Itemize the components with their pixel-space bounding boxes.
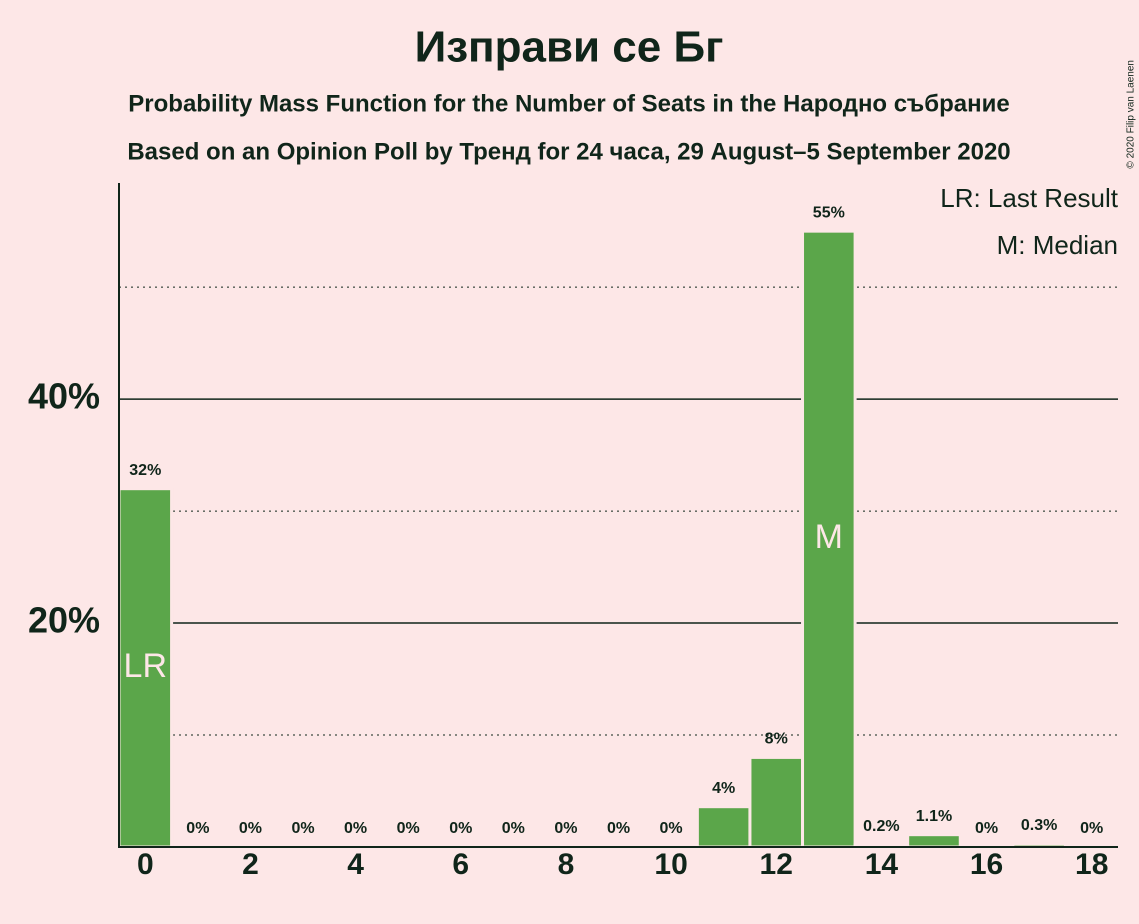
value-label: 0%: [397, 820, 420, 837]
value-label: 8%: [765, 731, 788, 748]
bar: [695, 805, 752, 849]
value-label: 0%: [449, 820, 472, 837]
bar: [906, 833, 962, 849]
value-label: 0%: [607, 820, 630, 837]
bar-annotation: M: [815, 518, 843, 556]
legend-entry: LR: Last Result: [940, 183, 1119, 213]
bars: [117, 229, 1067, 849]
value-label: 4%: [712, 780, 735, 797]
legend-entry: M: Median: [997, 230, 1118, 260]
chart-subtitle: Probability Mass Function for the Number…: [128, 90, 1009, 117]
x-tick-label: 12: [760, 848, 793, 881]
value-label: 0%: [502, 820, 525, 837]
x-tick-label: 14: [865, 848, 899, 881]
chart-title: Изправи се Бг: [415, 23, 724, 72]
value-label: 0%: [186, 820, 209, 837]
bar: [748, 755, 805, 849]
x-tick-label: 10: [654, 848, 687, 881]
value-label: 0.2%: [863, 818, 899, 835]
value-label: 0%: [344, 820, 367, 837]
value-label: 0%: [239, 820, 262, 837]
chart-subtitle: Based on an Opinion Poll by Тренд for 24…: [127, 138, 1010, 165]
labels: 20% 40% 0 2 4 6 8 10 12 14 16 18 32% 0% 0% 0% 0% 0% 0% 0% 0%…: [28, 204, 1108, 881]
y-tick-label: 20%: [28, 600, 100, 641]
value-label: 55%: [813, 204, 845, 221]
x-tick-label: 18: [1075, 848, 1108, 881]
value-label: 0%: [554, 820, 577, 837]
bar: [117, 487, 174, 849]
bar: [801, 229, 857, 849]
x-tick-label: 0: [137, 848, 154, 881]
value-label: 0.3%: [1021, 817, 1057, 834]
value-label: 1.1%: [916, 808, 952, 825]
x-tick-label: 6: [452, 848, 469, 881]
x-tick-label: 4: [347, 848, 364, 881]
grid: [119, 286, 1118, 736]
value-label: 0%: [660, 820, 683, 837]
x-tick-label: 2: [242, 848, 259, 881]
y-tick-label: 40%: [28, 376, 100, 417]
x-tick-label: 16: [970, 848, 1003, 881]
x-tick-label: 8: [558, 848, 575, 881]
value-label: 32%: [129, 462, 161, 479]
bar-annotation: LR: [124, 647, 167, 685]
value-label: 0%: [291, 820, 314, 837]
value-label: 0%: [1080, 820, 1103, 837]
value-label: 0%: [975, 820, 998, 837]
copyright: © 2020 Filip van Laenen: [1126, 60, 1137, 169]
